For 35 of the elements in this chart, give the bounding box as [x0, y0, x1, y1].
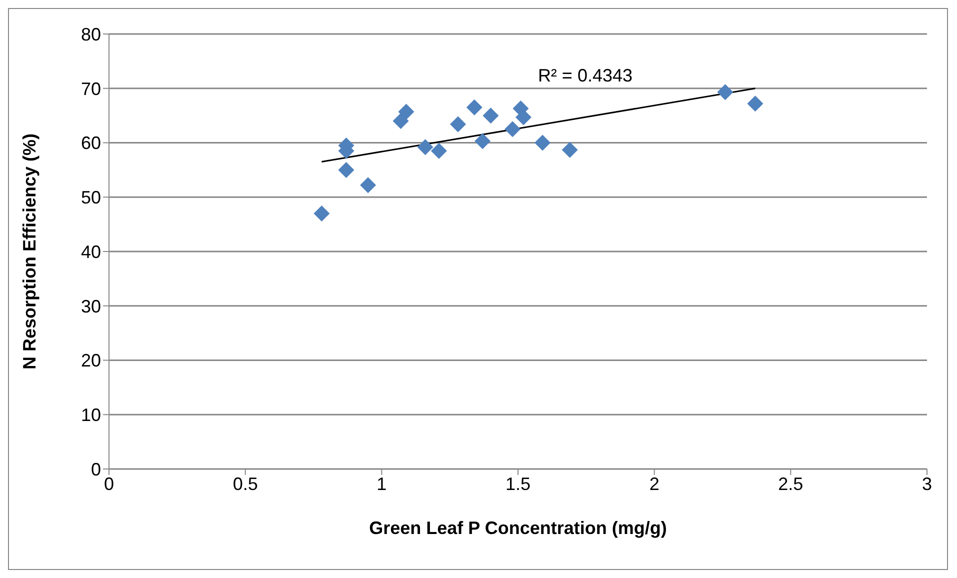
point — [534, 134, 551, 151]
point — [717, 84, 734, 100]
point — [430, 142, 447, 159]
point — [474, 133, 491, 150]
x-tick-label: 0.5 — [232, 474, 258, 494]
y-axis-title: N Resorption Efficiency (%) — [19, 133, 40, 370]
point — [360, 177, 376, 194]
y-tick-label: 60 — [80, 133, 101, 154]
x-tick-label: 3 — [922, 474, 932, 494]
x-tick-label: 0 — [104, 474, 114, 494]
point — [466, 99, 482, 116]
y-tick-label: 20 — [80, 350, 101, 371]
point — [747, 96, 764, 112]
y-tick-label: 0 — [90, 459, 101, 480]
y-tick-label: 10 — [80, 405, 101, 426]
point — [450, 116, 466, 132]
point — [398, 104, 414, 120]
x-tick-label: 2.5 — [778, 474, 804, 494]
point — [504, 121, 521, 138]
y-tick-label: 80 — [80, 24, 101, 44]
x-tick-label: 1.5 — [505, 474, 531, 494]
point — [562, 142, 578, 158]
annotation: R² = 0.4343 — [538, 65, 632, 86]
y-tick-label: 70 — [80, 78, 101, 99]
point — [314, 205, 330, 222]
point — [417, 139, 434, 156]
y-tick-label: 40 — [80, 242, 101, 262]
y-tick-label: 30 — [80, 296, 101, 316]
point — [392, 113, 409, 129]
x-tick-label: 2 — [649, 474, 660, 494]
x-axis-title: Green Leaf P Concentration (mg/g) — [369, 518, 667, 538]
point — [482, 108, 499, 124]
point — [338, 162, 354, 178]
y-tick-label: 50 — [80, 188, 101, 208]
x-tick-label: 1 — [376, 474, 387, 494]
